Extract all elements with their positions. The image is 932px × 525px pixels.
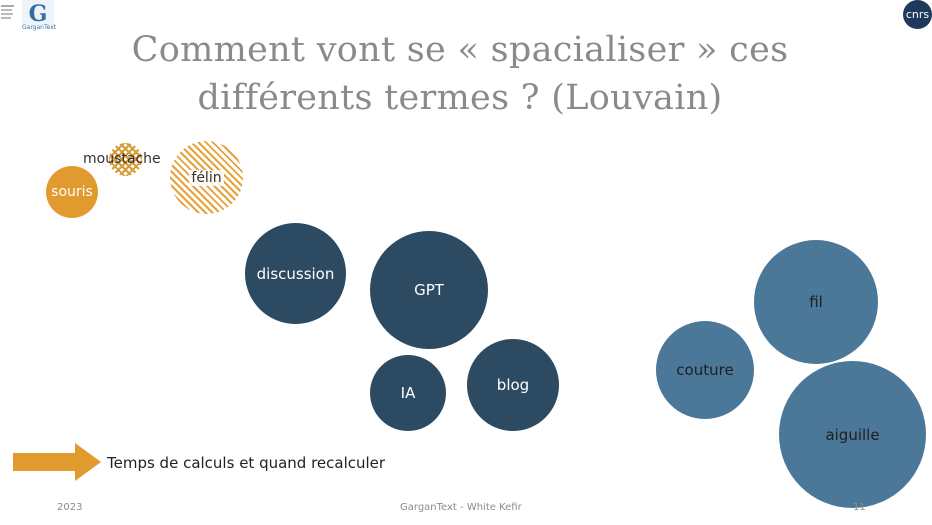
bubble-label: aiguille (825, 425, 880, 444)
bubble-aiguille: aiguille (779, 361, 926, 508)
footer-year: 2023 (57, 502, 83, 513)
bubble-couture: couture (656, 321, 754, 419)
bubble-souris: souris (46, 166, 98, 218)
bubble-moustache (109, 143, 142, 176)
bubble-label: fil (809, 293, 823, 311)
page-number: 11 (853, 502, 866, 513)
title-line-2: différents termes ? (Louvain) (197, 78, 723, 118)
bubble-label: blog (496, 376, 530, 394)
bubble-label: félin (189, 169, 224, 186)
cnrs-logo: cnrs (903, 0, 932, 29)
bubble-felin: félin (170, 141, 243, 214)
bubble-label: IA (400, 384, 416, 402)
slide-title: Comment vont se « spacialiser » ces diff… (0, 26, 920, 122)
bubble-ia: IA (370, 355, 446, 431)
bubble-label: GPT (414, 281, 444, 299)
logo-caption: GarganText (22, 24, 57, 31)
gargantext-logo: G GarganText (0, 0, 60, 32)
svg-text:G: G (29, 1, 48, 27)
bubble-label: souris (51, 184, 93, 200)
bubble-moustache-label: moustache (83, 151, 161, 167)
arrow-right-icon (13, 443, 101, 481)
bubble-label: couture (676, 361, 734, 379)
footer-center: GarganText - White Kefir (400, 502, 522, 513)
bubble-gpt: GPT (370, 231, 488, 349)
bubble-blog: blog (467, 339, 559, 431)
title-line-1: Comment vont se « spacialiser » ces (131, 30, 789, 70)
bubble-discussion: discussion (245, 223, 346, 324)
bubble-label: discussion (256, 264, 335, 283)
bubble-fil: fil (754, 240, 878, 364)
note-text: Temps de calculs et quand recalculer (107, 454, 386, 472)
